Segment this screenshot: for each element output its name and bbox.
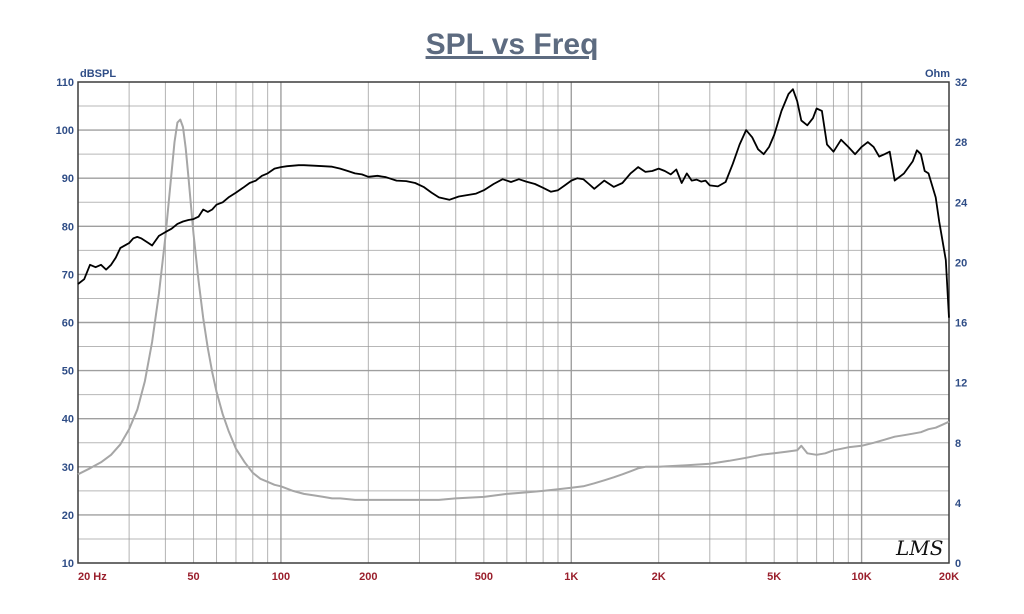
y-left-tick-label: 110 <box>56 77 74 89</box>
y-left-tick-label: 60 <box>62 318 74 330</box>
chart-title: SPL vs Freq <box>425 28 599 61</box>
y-left-tick-label: 90 <box>62 173 74 185</box>
lms-logo: LMS <box>895 536 943 560</box>
x-tick-label: 100 <box>272 571 290 583</box>
y-right-tick-label: 24 <box>955 197 968 209</box>
y-right-tick-label: 16 <box>955 318 967 330</box>
x-tick-label: 20K <box>939 571 959 583</box>
x-tick-label: 2K <box>652 571 666 583</box>
x-tick-label: 50 <box>187 571 199 583</box>
y-right-tick-label: 8 <box>955 438 961 450</box>
impedance-curve <box>77 118 950 501</box>
y-left-tick-label: 30 <box>62 462 74 474</box>
plot-frame <box>77 81 950 564</box>
y-left-tick-label: 70 <box>62 269 74 281</box>
x-tick-label: 1K <box>564 571 578 583</box>
y-right-tick-label: 32 <box>955 77 967 89</box>
tick-labels: 10 20 30 40 50 60 70 80 90 100 110 0 4 8 12 16 20 24 28 32 2… <box>56 77 968 583</box>
x-tick-label: 200 <box>359 571 377 583</box>
y-right-tick-label: 12 <box>955 378 967 390</box>
y-left-tick-label: 50 <box>62 366 74 378</box>
curves <box>77 88 950 501</box>
spl-curve <box>77 88 950 318</box>
y-left-tick-label: 80 <box>62 221 74 233</box>
x-tick-label: 10K <box>852 571 872 583</box>
x-tick-label: 20 Hz <box>78 571 107 583</box>
grid-lines <box>78 82 949 563</box>
y-left-tick-label: 40 <box>62 414 74 426</box>
y-right-tick-label: 20 <box>955 257 967 269</box>
y-left-tick-label: 20 <box>62 510 74 522</box>
y-right-tick-label: 4 <box>955 498 962 510</box>
y-left-axis-label: dBSPL <box>80 68 116 80</box>
y-right-tick-label: 28 <box>955 137 967 149</box>
x-tick-label: 5K <box>767 571 781 583</box>
y-right-axis-label: Ohm <box>925 68 950 80</box>
y-left-tick-label: 100 <box>56 125 74 137</box>
y-left-tick-label: 10 <box>62 558 74 570</box>
y-right-tick-label: 0 <box>955 558 961 570</box>
x-tick-label: 500 <box>475 571 493 583</box>
